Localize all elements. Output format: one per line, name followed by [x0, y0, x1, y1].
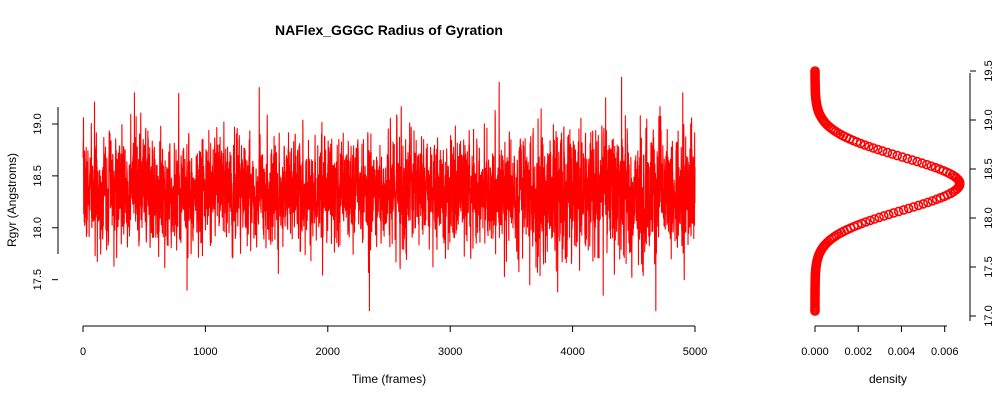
density-point: [874, 212, 884, 223]
density-point: [912, 156, 923, 167]
x-axis-title: Time (frames): [352, 372, 426, 386]
x-tick-label: 2000: [316, 346, 340, 358]
density-point: [921, 159, 932, 170]
density-point: [930, 162, 941, 173]
density-point: [923, 197, 933, 208]
density-panel: 0.000 0.002 0.004 0.006 17.0 17.5 18.0 18.5 19.…: [801, 60, 995, 386]
density-point: [860, 217, 871, 227]
x-tick-label: 4000: [560, 346, 584, 358]
density-point: [897, 152, 908, 162]
y-tick-label: 17.5: [32, 269, 44, 290]
x-tick-label: 5000: [683, 346, 707, 358]
density-point: [882, 147, 893, 158]
y-tick-label: 18.0: [32, 217, 44, 238]
x-tick-label: 0: [80, 346, 86, 358]
density-x-tick-label: 0.004: [888, 346, 916, 358]
density-point: [868, 143, 879, 153]
density-point: [898, 205, 909, 215]
time-series-panel: 0 1000 2000 3000 4000 5000 17.5 18.0 18.5 19.0 T…: [5, 76, 707, 386]
density-point: [810, 66, 820, 76]
y-axis-title: Rgyr (Angstroms): [5, 153, 19, 247]
density-point: [917, 158, 927, 168]
density-y-tick-label: 17.0: [983, 305, 995, 326]
rgyr-series-line: [82, 76, 696, 312]
density-point: [829, 232, 839, 242]
density-point: [892, 150, 903, 161]
density-point: [926, 161, 936, 171]
density-point: [902, 153, 913, 164]
density-point: [927, 196, 938, 206]
chart-title: NAFlex_GGGC Radius of Gyration: [275, 22, 503, 38]
density-point: [879, 211, 889, 221]
density-point: [865, 215, 875, 226]
density-y-tick-label: 19.5: [983, 60, 995, 81]
y-tick-label: 18.5: [32, 165, 44, 186]
density-point: [887, 149, 898, 159]
density-point: [913, 200, 924, 211]
density-point: [908, 202, 919, 212]
density-point: [877, 146, 888, 156]
y-tick-label: 19.0: [32, 113, 44, 134]
density-point: [883, 209, 894, 220]
x-tick-label: 1000: [193, 346, 217, 358]
density-y-tick-label: 17.5: [983, 256, 995, 277]
density-x-axis-title: density: [869, 372, 907, 386]
density-x-tick-label: 0.000: [801, 346, 829, 358]
density-y-tick-label: 19.0: [983, 109, 995, 130]
density-point: [864, 141, 874, 152]
density-x-tick-label: 0.002: [844, 346, 872, 358]
density-point: [873, 144, 883, 155]
density-y-tick-label: 18.5: [983, 158, 995, 179]
density-point: [907, 155, 918, 165]
density-point: [918, 199, 929, 209]
density-point: [869, 214, 880, 224]
density-point: [893, 206, 904, 217]
x-tick-label: 3000: [438, 346, 462, 358]
density-point: [903, 203, 914, 214]
density-x-tick-label: 0.006: [931, 346, 959, 358]
density-y-tick-label: 18.0: [983, 207, 995, 228]
density-point: [888, 208, 899, 218]
